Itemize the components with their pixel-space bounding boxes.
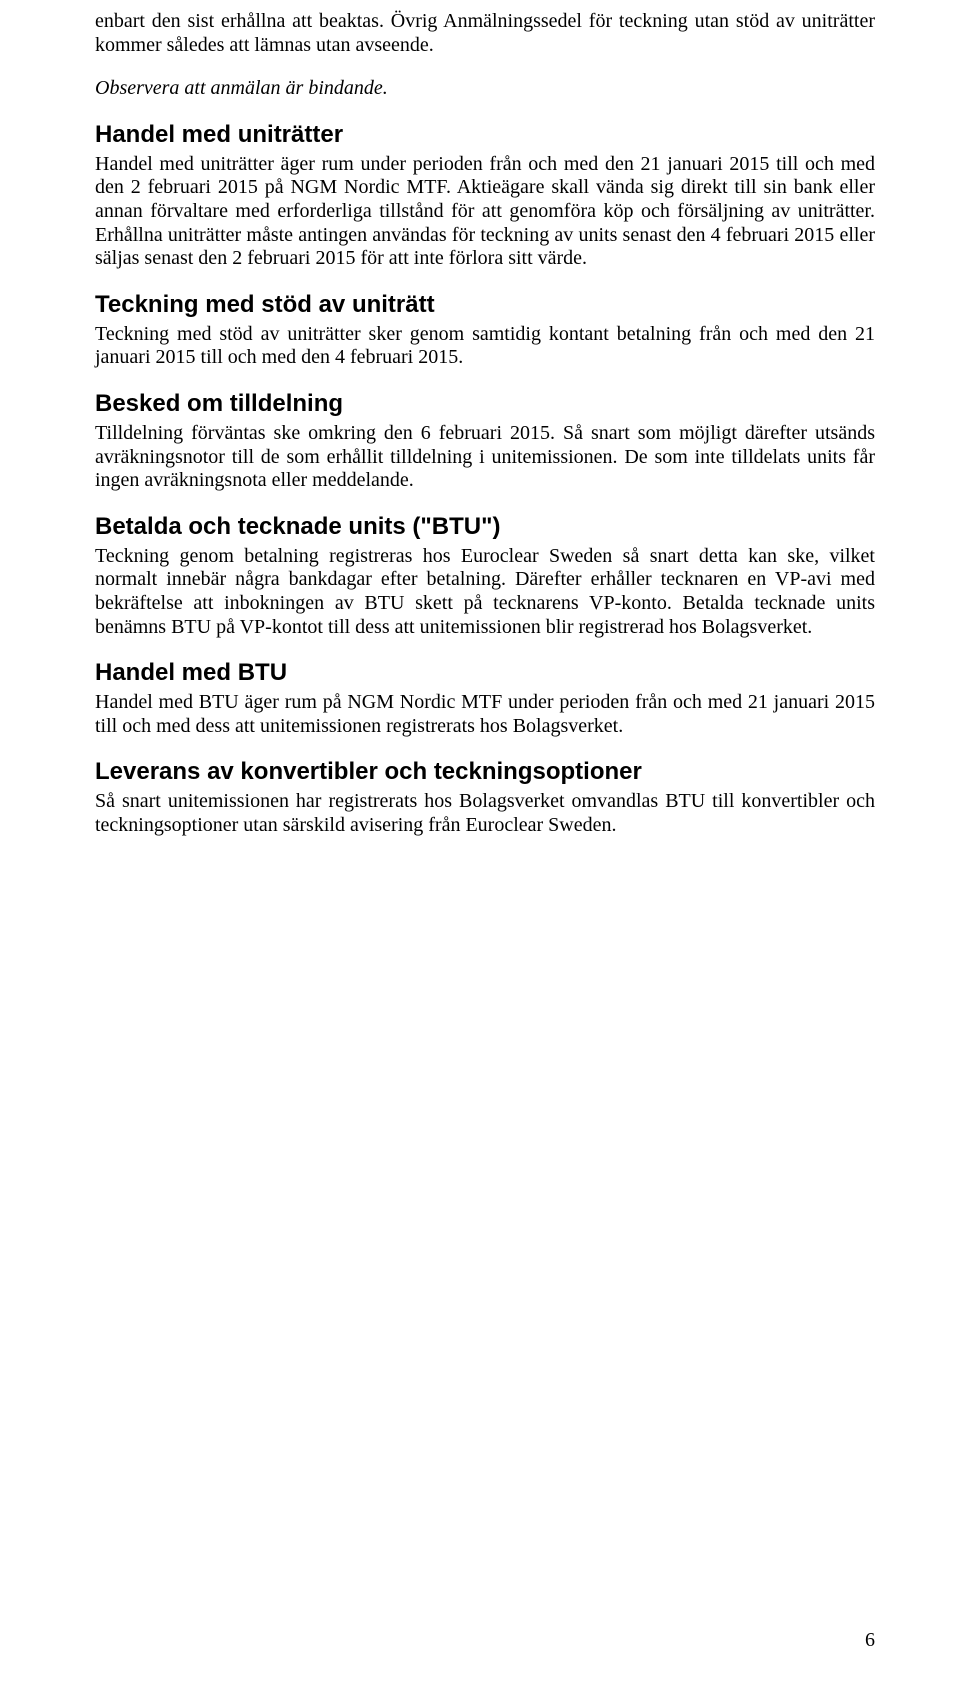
intro-paragraph-2: Observera att anmälan är bindande. xyxy=(95,77,875,101)
body-teckning-unitratt: Teckning med stöd av uniträtter sker gen… xyxy=(95,323,875,370)
body-handel-btu: Handel med BTU äger rum på NGM Nordic MT… xyxy=(95,691,875,738)
body-handel-unitratter: Handel med uniträtter äger rum under per… xyxy=(95,153,875,271)
document-page: enbart den sist erhållna att beaktas. Öv… xyxy=(0,0,960,1682)
body-leverans: Så snart unitemissionen har registrerats… xyxy=(95,790,875,837)
heading-betalda-units: Betalda och tecknade units ("BTU") xyxy=(95,513,875,541)
intro-paragraph-1: enbart den sist erhållna att beaktas. Öv… xyxy=(95,10,875,57)
heading-besked-tilldelning: Besked om tilldelning xyxy=(95,390,875,418)
heading-leverans: Leverans av konvertibler och teckningsop… xyxy=(95,758,875,786)
heading-teckning-unitratt: Teckning med stöd av uniträtt xyxy=(95,291,875,319)
heading-handel-btu: Handel med BTU xyxy=(95,659,875,687)
heading-handel-unitratter: Handel med uniträtter xyxy=(95,121,875,149)
body-besked-tilldelning: Tilldelning förväntas ske omkring den 6 … xyxy=(95,422,875,493)
page-number: 6 xyxy=(865,1629,875,1652)
body-betalda-units: Teckning genom betalning registreras hos… xyxy=(95,545,875,639)
